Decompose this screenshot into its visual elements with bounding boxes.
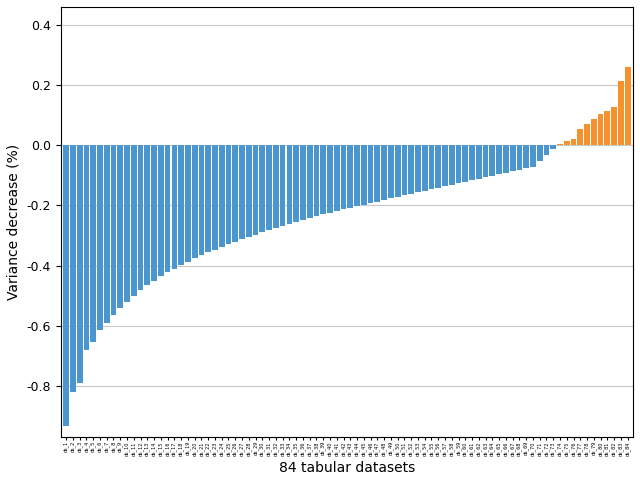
- Bar: [138, 145, 143, 290]
- Bar: [449, 145, 454, 185]
- Bar: [469, 145, 475, 180]
- Bar: [564, 141, 570, 145]
- Bar: [340, 145, 346, 209]
- Bar: [442, 145, 448, 187]
- Bar: [124, 145, 130, 302]
- X-axis label: 84 tabular datasets: 84 tabular datasets: [279, 461, 415, 475]
- Bar: [381, 145, 387, 200]
- Bar: [354, 145, 360, 206]
- Bar: [598, 114, 604, 145]
- Bar: [307, 145, 312, 218]
- Bar: [543, 145, 549, 155]
- Bar: [463, 145, 468, 182]
- Bar: [422, 145, 428, 191]
- Bar: [273, 145, 279, 228]
- Bar: [287, 145, 292, 224]
- Bar: [395, 145, 401, 197]
- Y-axis label: Variance decrease (%): Variance decrease (%): [7, 144, 21, 300]
- Bar: [524, 145, 529, 168]
- Bar: [226, 145, 232, 244]
- Bar: [293, 145, 299, 222]
- Bar: [361, 145, 367, 204]
- Bar: [117, 145, 123, 308]
- Bar: [496, 145, 502, 174]
- Bar: [239, 145, 245, 240]
- Bar: [503, 145, 509, 173]
- Bar: [205, 145, 211, 252]
- Bar: [259, 145, 265, 232]
- Bar: [334, 145, 340, 211]
- Bar: [111, 145, 116, 315]
- Bar: [625, 67, 630, 145]
- Bar: [198, 145, 204, 255]
- Bar: [266, 145, 272, 230]
- Bar: [550, 145, 556, 149]
- Bar: [84, 145, 90, 350]
- Bar: [374, 145, 380, 201]
- Bar: [90, 145, 96, 342]
- Bar: [63, 145, 69, 427]
- Bar: [483, 145, 488, 177]
- Bar: [490, 145, 495, 176]
- Bar: [192, 145, 198, 258]
- Bar: [219, 145, 225, 247]
- Bar: [571, 139, 577, 145]
- Bar: [185, 145, 191, 262]
- Bar: [321, 145, 326, 214]
- Bar: [388, 145, 394, 199]
- Bar: [300, 145, 306, 220]
- Bar: [429, 145, 435, 189]
- Bar: [70, 145, 76, 392]
- Bar: [179, 145, 184, 265]
- Bar: [145, 145, 150, 285]
- Bar: [368, 145, 374, 203]
- Bar: [151, 145, 157, 281]
- Bar: [611, 107, 617, 145]
- Bar: [591, 119, 596, 145]
- Bar: [476, 145, 482, 179]
- Bar: [435, 145, 441, 188]
- Bar: [232, 145, 238, 242]
- Bar: [516, 145, 522, 170]
- Bar: [584, 123, 590, 145]
- Bar: [510, 145, 515, 172]
- Bar: [604, 111, 610, 145]
- Bar: [348, 145, 353, 208]
- Bar: [164, 145, 170, 272]
- Bar: [456, 145, 461, 184]
- Bar: [408, 145, 414, 194]
- Bar: [131, 145, 137, 295]
- Bar: [158, 145, 164, 276]
- Bar: [97, 145, 103, 330]
- Bar: [246, 145, 252, 237]
- Bar: [280, 145, 285, 226]
- Bar: [530, 145, 536, 167]
- Bar: [104, 145, 109, 322]
- Bar: [557, 144, 563, 145]
- Bar: [577, 129, 583, 145]
- Bar: [401, 145, 407, 196]
- Bar: [212, 145, 218, 250]
- Bar: [537, 145, 543, 161]
- Bar: [77, 145, 83, 383]
- Bar: [618, 80, 624, 145]
- Bar: [172, 145, 177, 268]
- Bar: [253, 145, 259, 235]
- Bar: [314, 145, 319, 216]
- Bar: [327, 145, 333, 213]
- Bar: [415, 145, 420, 192]
